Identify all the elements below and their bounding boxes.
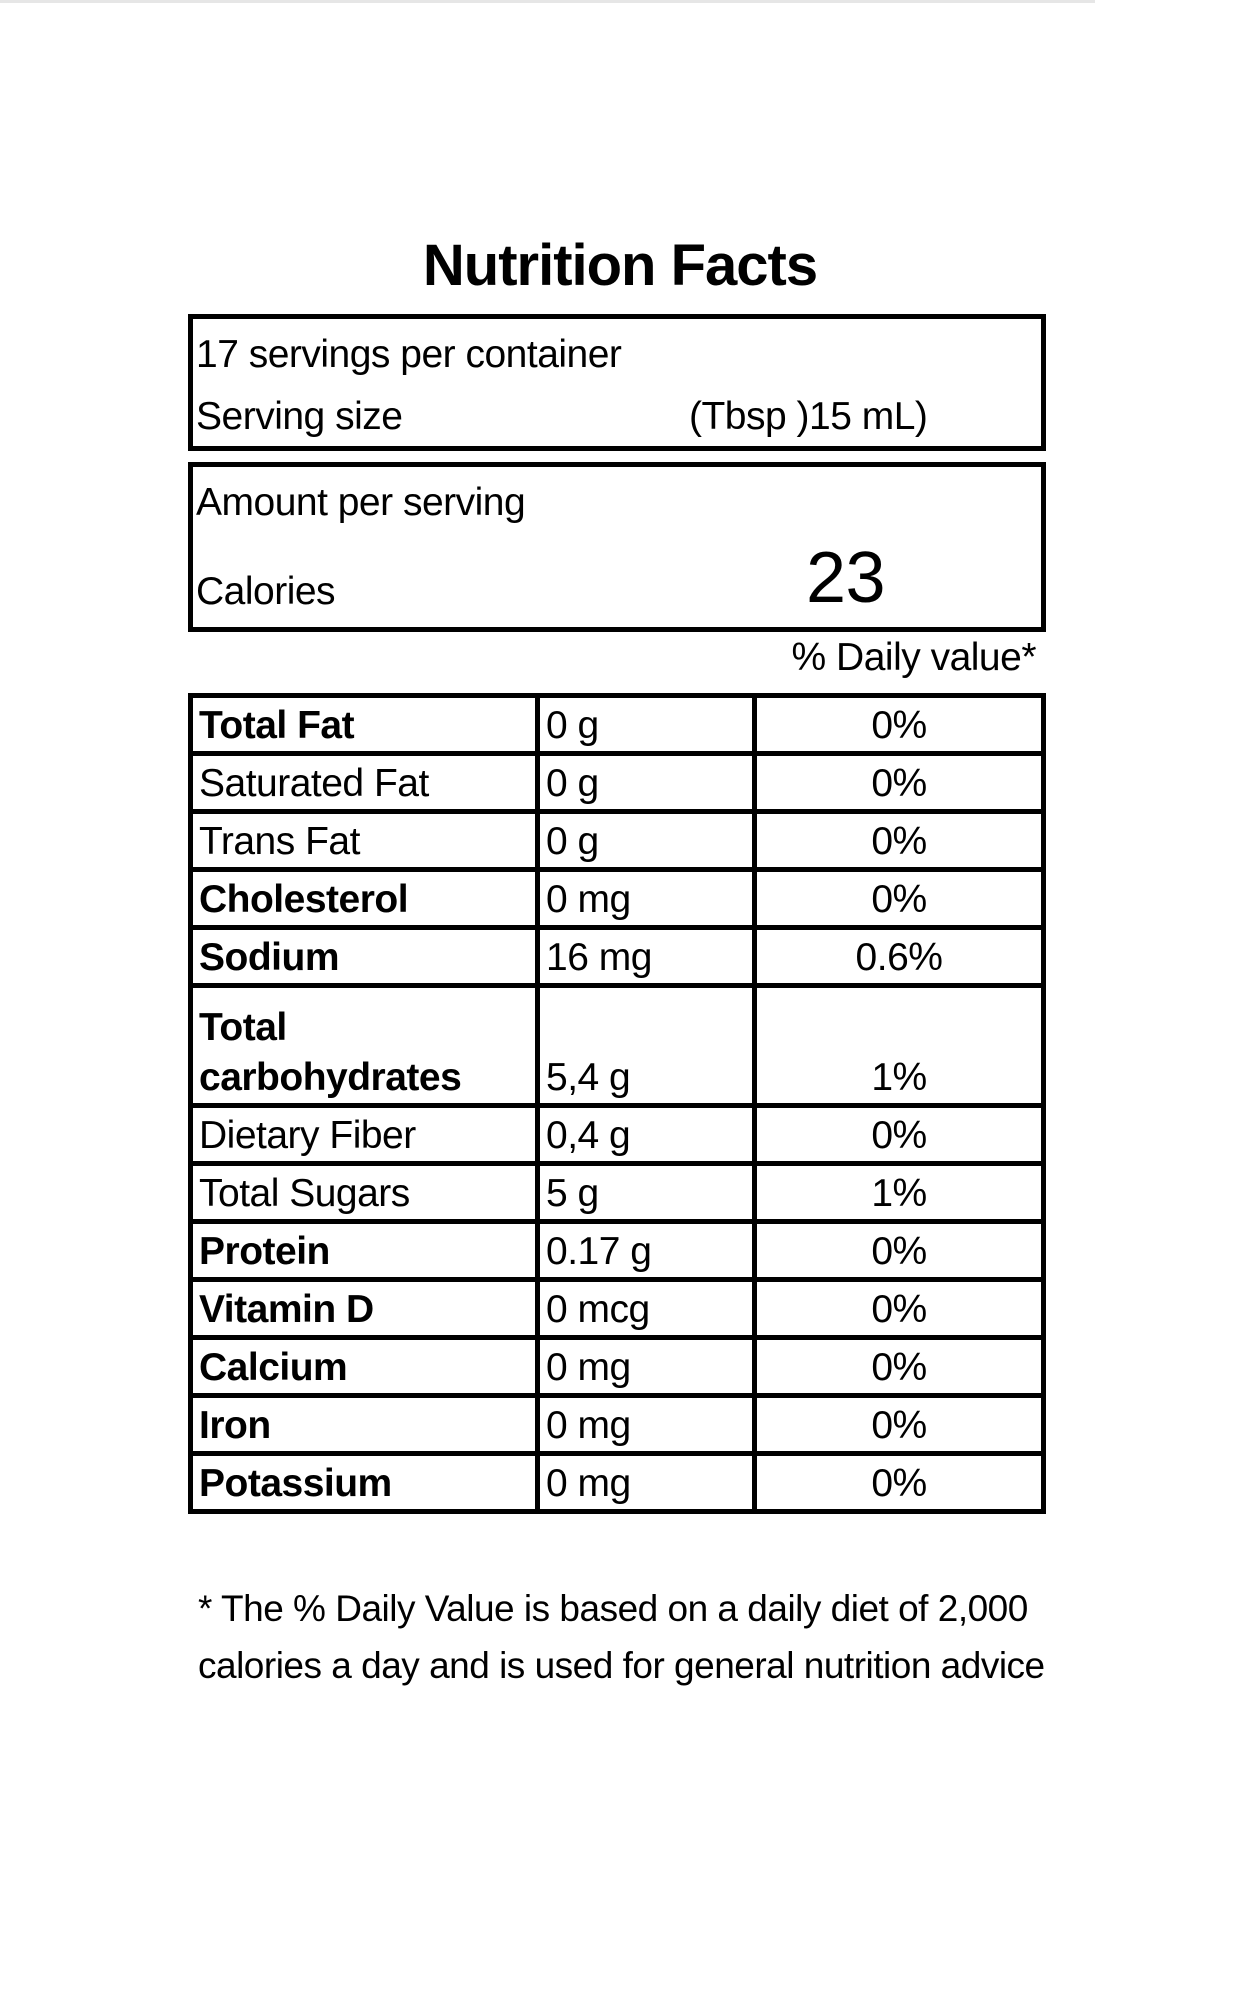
nutrient-daily-value: 1% — [752, 983, 1046, 1108]
nutrient-amount: 16 mg — [535, 925, 757, 988]
nutrient-name: Potassium — [188, 1451, 540, 1514]
nutrient-name: Iron — [188, 1393, 540, 1456]
nutrient-amount: 5 g — [535, 1161, 757, 1224]
nutrient-daily-value: 0% — [752, 1277, 1046, 1340]
nutrient-name: Total Fat — [188, 693, 540, 756]
nutrient-daily-value: 1% — [752, 1161, 1046, 1224]
nutrient-name: Total carbohydrates — [188, 983, 540, 1108]
nutrient-name: Calcium — [188, 1335, 540, 1398]
footnote: * The % Daily Value is based on a daily … — [198, 1588, 1045, 1686]
nutrient-amount: 0 g — [535, 751, 757, 814]
nutrient-amount: 0 g — [535, 693, 757, 756]
nutrient-name: Trans Fat — [188, 809, 540, 872]
calories-box: Amount per serving Calories 23 — [188, 462, 1046, 632]
nutrient-amount: 0 g — [535, 809, 757, 872]
nutrient-amount: 0 mcg — [535, 1277, 757, 1340]
nutrient-name: Protein — [188, 1219, 540, 1282]
nutrient-amount: 0 mg — [535, 867, 757, 930]
nutrient-daily-value: 0.6% — [752, 925, 1046, 988]
calories-value: 23 — [806, 538, 886, 618]
table-row: Sodium 16 mg 0.6% — [188, 925, 1046, 988]
nutrient-daily-value: 0% — [752, 1335, 1046, 1398]
nutrient-name: Sodium — [188, 925, 540, 988]
nutrient-daily-value: 0% — [752, 693, 1046, 756]
nutrient-daily-value: 0% — [752, 1451, 1046, 1514]
nutrient-table: Total Fat 0 g 0% Saturated Fat 0 g 0% Trans Fa… — [188, 693, 1046, 1514]
nutrient-amount: 0 mg — [535, 1335, 757, 1398]
nutrient-daily-value: 0% — [752, 867, 1046, 930]
table-row: Protein 0.17 g 0% — [188, 1219, 1046, 1282]
table-row: Total Fat 0 g 0% — [188, 693, 1046, 756]
nutrient-daily-value: 0% — [752, 1393, 1046, 1456]
table-row: Potassium 0 mg 0% — [188, 1451, 1046, 1514]
nutrient-name: Total Sugars — [188, 1161, 540, 1224]
nutrient-amount: 0.17 g — [535, 1219, 757, 1282]
nutrient-amount: 0 mg — [535, 1451, 757, 1514]
nutrient-name: Vitamin D — [188, 1277, 540, 1340]
table-row: Iron 0 mg 0% — [188, 1393, 1046, 1456]
servings-per-container: 17 servings per container — [196, 333, 622, 376]
daily-value-header: % Daily value* — [791, 636, 1037, 679]
top-edge-line — [0, 0, 1095, 3]
nutrient-daily-value: 0% — [752, 1219, 1046, 1282]
table-row: Trans Fat 0 g 0% — [188, 809, 1046, 872]
table-row: Dietary Fiber 0,4 g 0% — [188, 1103, 1046, 1166]
table-row: Total Sugars 5 g 1% — [188, 1161, 1046, 1224]
nutrient-name: Dietary Fiber — [188, 1103, 540, 1166]
nutrient-name: Saturated Fat — [188, 751, 540, 814]
calories-label: Calories — [196, 570, 336, 613]
table-row: Total carbohydrates 5,4 g 1% — [188, 983, 1046, 1108]
table-row: Saturated Fat 0 g 0% — [188, 751, 1046, 814]
page-title: Nutrition Facts — [422, 233, 818, 298]
serving-size-label: Serving size — [196, 395, 403, 438]
nutrient-amount: 0 mg — [535, 1393, 757, 1456]
nutrient-daily-value: 0% — [752, 809, 1046, 872]
nutrient-daily-value: 0% — [752, 751, 1046, 814]
amount-per-serving: Amount per serving — [196, 481, 526, 524]
nutrient-name: Cholesterol — [188, 867, 540, 930]
serving-size-value: (Tbsp )15 mL) — [689, 395, 928, 438]
nutrient-amount: 0,4 g — [535, 1103, 757, 1166]
nutrient-amount: 5,4 g — [535, 983, 757, 1108]
table-row: Cholesterol 0 mg 0% — [188, 867, 1046, 930]
servings-box: 17 servings per container Serving size (… — [188, 314, 1046, 451]
table-row: Calcium 0 mg 0% — [188, 1335, 1046, 1398]
nutrient-daily-value: 0% — [752, 1103, 1046, 1166]
